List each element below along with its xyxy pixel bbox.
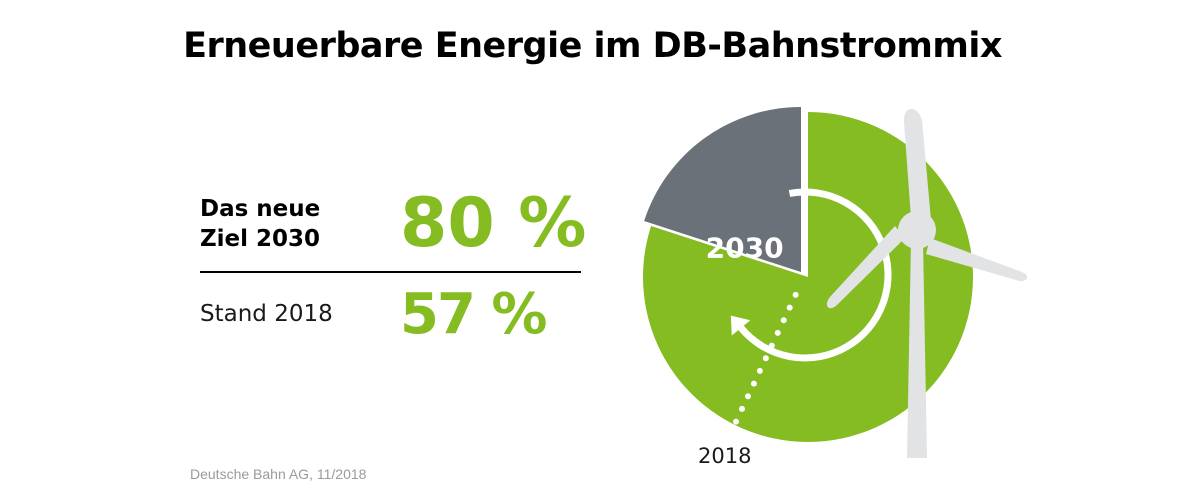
current-label: Stand 2018	[200, 301, 333, 327]
turbine-blade-top	[903, 108, 931, 220]
turbine-tower	[907, 240, 927, 458]
source-note: Deutsche Bahn AG, 11/2018	[190, 466, 367, 482]
marker-dot	[733, 418, 740, 425]
marker-dot	[756, 367, 763, 374]
pie-slice-other	[644, 107, 801, 272]
goal-label-line2: Ziel 2030	[200, 226, 321, 252]
marker-dot	[762, 355, 769, 362]
current-value: 57 %	[400, 282, 548, 347]
marker-dot	[744, 393, 751, 400]
turbine-blade-right	[926, 238, 1028, 282]
marker-dot	[774, 329, 781, 336]
marker-dot	[780, 317, 787, 324]
cycle-arrow-icon	[738, 188, 892, 362]
goal-label: Das neue Ziel 2030	[200, 194, 370, 254]
marker-2018-dotted-line	[733, 291, 799, 425]
cycle-arrowhead-icon	[730, 315, 751, 336]
marker-label-2030: 2030	[706, 232, 784, 265]
pie-slice-renewable	[643, 112, 973, 442]
page-title: Erneuerbare Energie im DB-Bahnstrommix	[183, 26, 1002, 66]
divider	[200, 271, 581, 273]
goal-value: 80 %	[400, 184, 587, 263]
marker-dot	[750, 380, 757, 387]
goal-label-line1: Das neue	[200, 196, 321, 222]
marker-dot	[738, 405, 745, 412]
turbine-blade-left	[826, 226, 905, 309]
marker-dot	[792, 291, 799, 298]
wind-turbine-icon	[826, 108, 1028, 458]
marker-dot	[768, 342, 775, 349]
turbine-hub	[898, 211, 936, 249]
marker-label-2018: 2018	[698, 444, 751, 468]
marker-dot	[786, 304, 793, 311]
